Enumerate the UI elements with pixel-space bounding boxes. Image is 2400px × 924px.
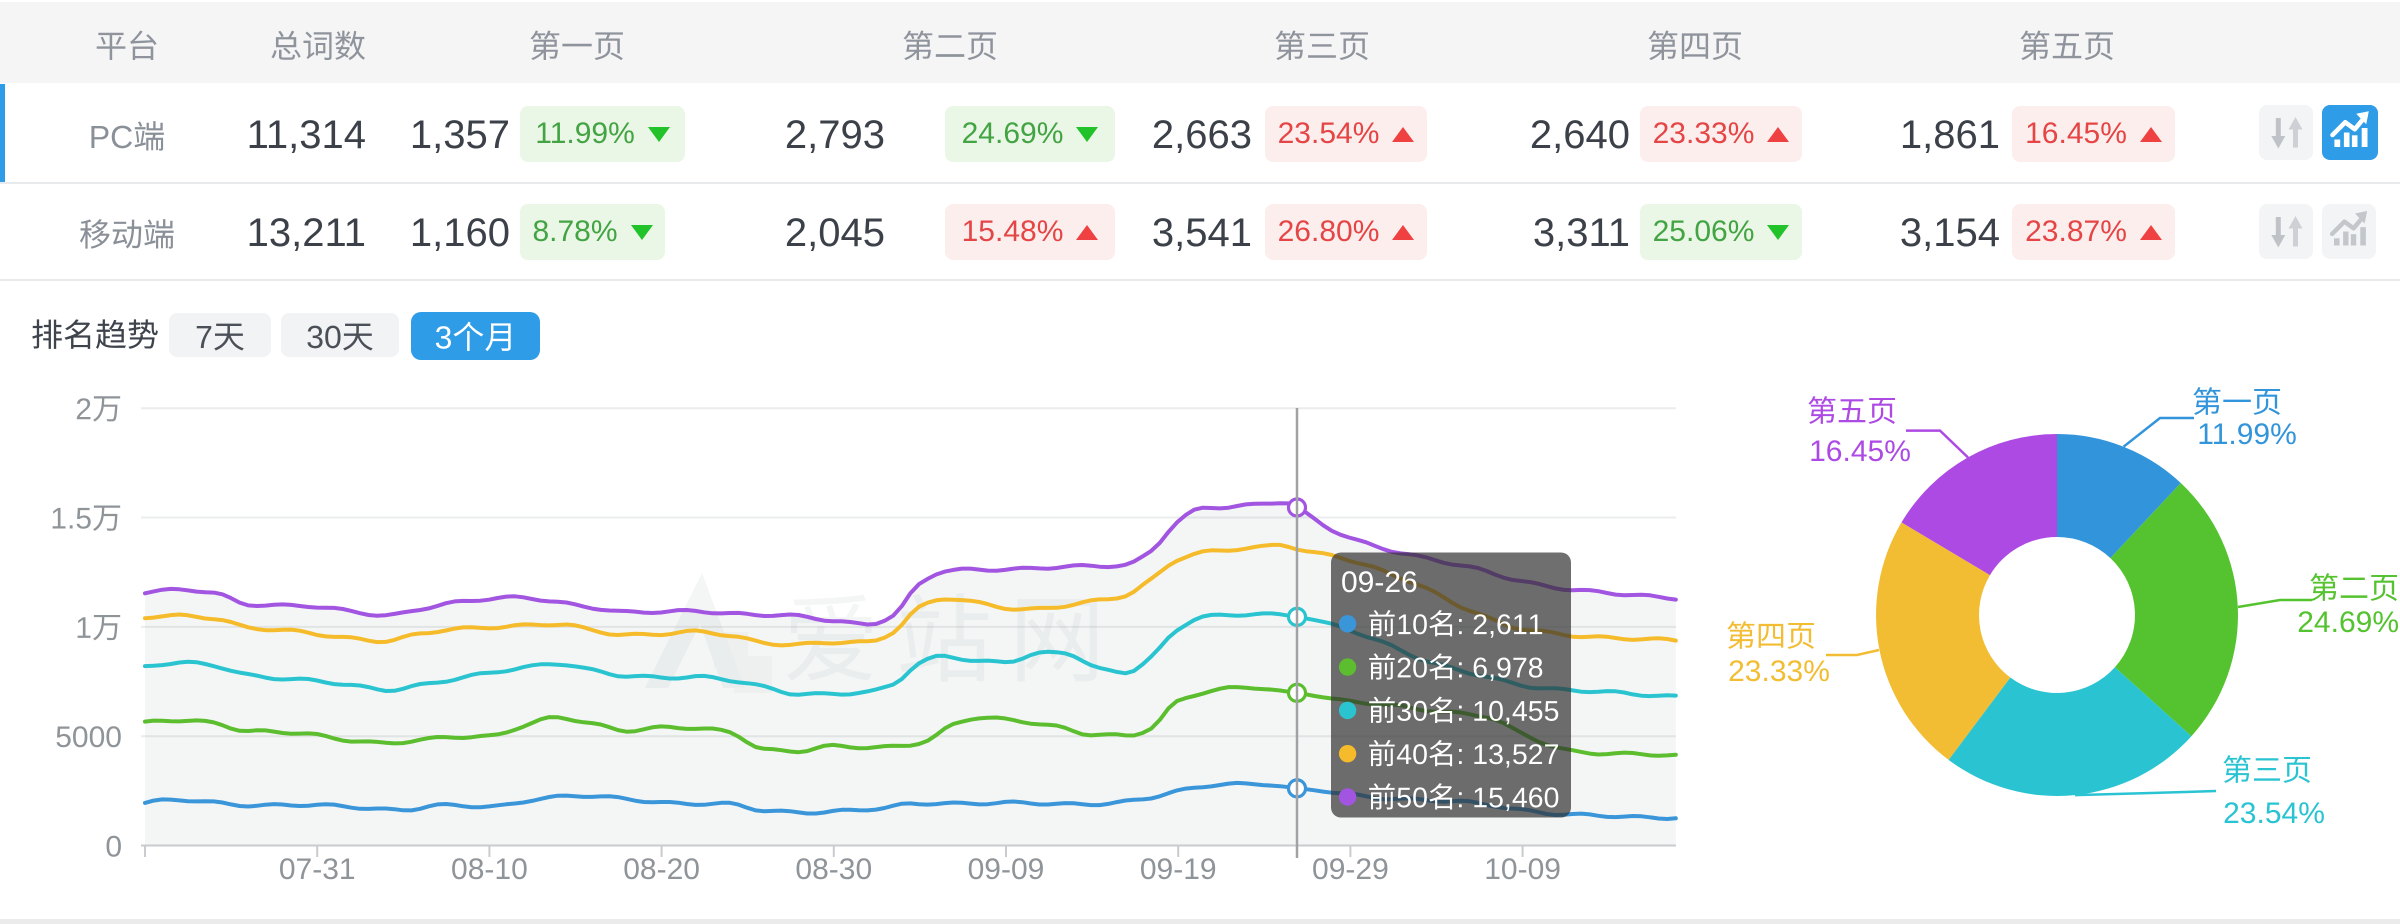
svg-text:16.45%: 16.45% <box>1809 435 1911 468</box>
svg-text:09-19: 09-19 <box>1140 853 1217 886</box>
svg-text:11.99%: 11.99% <box>2197 418 2297 451</box>
svg-text:07-31: 07-31 <box>279 853 356 886</box>
svg-text:08-20: 08-20 <box>623 853 700 886</box>
svg-text:5000: 5000 <box>55 721 122 754</box>
svg-text:10-09: 10-09 <box>1484 853 1561 886</box>
svg-text:24.69%: 24.69% <box>2297 606 2399 639</box>
svg-text:23.33%: 23.33% <box>1728 655 1830 688</box>
svg-text:09-26: 09-26 <box>1341 566 1418 599</box>
svg-text:23.54%: 23.54% <box>2223 797 2325 830</box>
svg-text:08-10: 08-10 <box>451 853 528 886</box>
svg-text:09-09: 09-09 <box>968 853 1045 886</box>
svg-text:09-29: 09-29 <box>1312 853 1389 886</box>
svg-text:08-30: 08-30 <box>795 853 872 886</box>
svg-text:0: 0 <box>105 831 122 864</box>
